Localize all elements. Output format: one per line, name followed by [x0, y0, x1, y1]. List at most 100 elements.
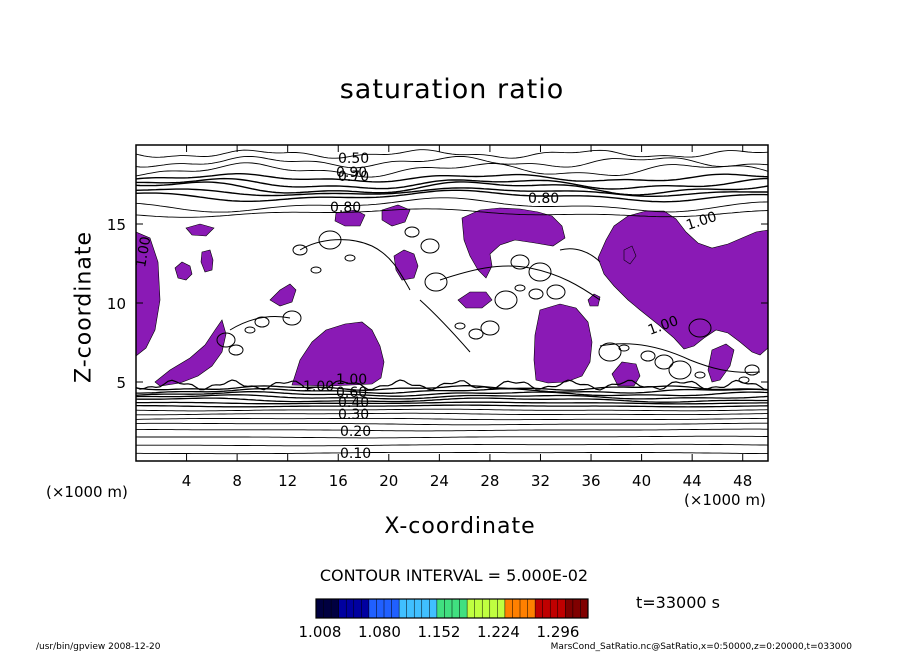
colorbar-cell-18: [452, 599, 460, 618]
colorbar-cell-12: [406, 599, 415, 618]
colorbar-cell-31: [550, 599, 559, 618]
contour-upper-9: [136, 208, 768, 218]
contour-cell-25: [292, 244, 308, 256]
footer-left: /usr/bin/gpview 2008-12-20: [36, 642, 161, 652]
x-tick-label-4: 20: [379, 472, 398, 490]
x-axis-label: X-coordinate: [384, 514, 536, 539]
contour-boundary: [136, 379, 768, 391]
saturated-region-2: [291, 321, 385, 387]
colorbar-cell-3: [338, 599, 347, 618]
colorbar-tick-label-1: 1.080: [358, 623, 401, 641]
colorbar-cell-5: [353, 599, 362, 618]
contour-cell-23: [528, 262, 552, 282]
saturated-region-8: [381, 204, 411, 227]
contour-upper-6: [136, 187, 768, 197]
saturated-region-0: [136, 231, 161, 357]
colorbar-cell-27: [520, 599, 528, 618]
contour-mid-3: [559, 248, 601, 263]
colorbar-cell-15: [429, 599, 438, 618]
colorbar-cell-33: [565, 599, 574, 618]
colorbar-cell-35: [580, 599, 589, 618]
saturated-region-14: [597, 210, 768, 356]
colorbar-cell-14: [421, 599, 430, 618]
contour-label-12: 0.30: [338, 407, 369, 423]
contour-cell-2: [282, 310, 302, 326]
contour-lower-10: [136, 422, 768, 426]
colorbar: 1.008 1.080 1.152 1.224 1.296: [299, 598, 589, 641]
contour-lower-7: [136, 408, 768, 412]
colorbar-tick-label-3: 1.224: [477, 623, 520, 641]
saturated-region-7: [334, 209, 366, 227]
colorbar-cell-17: [444, 599, 453, 618]
contour-upper-0: [136, 149, 768, 159]
contour-lower-9: [136, 417, 768, 421]
contour-cell-20: [344, 254, 356, 262]
contour-lower-3: [136, 394, 768, 400]
contour-cell-3: [424, 272, 448, 292]
colorbar-cell-21: [474, 599, 483, 618]
colorbar-cell-30: [542, 599, 551, 618]
colorbar-cell-20: [467, 599, 475, 618]
colorbar-cell-22: [482, 599, 491, 618]
x-tick-label-6: 28: [480, 472, 499, 490]
contour-mid-2: [229, 316, 291, 331]
contour-label-11: 0.40: [338, 395, 369, 411]
x-tick-label-3: 16: [329, 472, 348, 490]
colorbar-cell-19: [459, 599, 468, 618]
contour-label-9: 1.00: [336, 372, 367, 388]
colorbar-frame: [315, 598, 589, 619]
contour-label-8: 1.00: [303, 379, 334, 395]
contour-cell-10: [546, 284, 566, 300]
saturated-region-5: [185, 223, 215, 237]
x-unit-left: (×1000 m): [46, 483, 128, 501]
x-tick-label-10: 44: [683, 472, 702, 490]
x-tick-label-2: 12: [278, 472, 297, 490]
contour-label-10: 0.60: [336, 385, 367, 401]
colorbar-cell-24: [497, 599, 506, 618]
x-tick-label-11: 48: [733, 472, 752, 490]
contour-cell-1: [254, 316, 270, 328]
contour-cell-26: [510, 254, 530, 270]
colorbar-cell-2: [331, 599, 339, 618]
contour-mid-0: [299, 239, 411, 291]
contour-cell-24: [310, 266, 322, 274]
contour-cell-6: [480, 320, 500, 336]
contour-cell-16: [694, 371, 706, 379]
contour-cell-27: [688, 318, 712, 338]
contour-cell-11: [598, 342, 622, 362]
colorbar-cell-9: [384, 599, 392, 618]
x-axis-ticks: 4 8 12 16 20 24 28 32 36 40 44 48: [182, 145, 752, 490]
time-label: t=33000 s: [636, 593, 720, 612]
x-unit-right: (×1000 m): [684, 491, 766, 509]
saturated-region-17: [623, 245, 637, 265]
colorbar-cell-29: [535, 599, 543, 618]
colorbar-cell-4: [346, 599, 355, 618]
colorbar-cell-13: [414, 599, 423, 618]
contour-cell-5: [468, 328, 484, 340]
colorbar-tick-label-2: 1.152: [418, 623, 461, 641]
contour-label-14: 0.10: [340, 446, 371, 462]
contour-label-13: 0.20: [340, 424, 371, 440]
contour-label-4: 0.80: [528, 191, 559, 207]
saturated-region-3: [174, 261, 193, 281]
contour-mid-5: [599, 343, 761, 373]
contour-mid-4: [419, 299, 471, 353]
x-tick-label-7: 32: [531, 472, 550, 490]
contour-lower-14: [136, 451, 768, 455]
y-tick-label-0: 5: [116, 374, 126, 392]
contour-mid-1: [439, 265, 601, 301]
contour-cell-28: [738, 376, 750, 384]
saturated-region-1: [154, 319, 227, 387]
saturated-region-16: [707, 343, 735, 383]
contour-lower-5: [136, 401, 768, 405]
contour-upper-3: [136, 173, 768, 183]
colorbar-cell-32: [557, 599, 566, 618]
x-tick-label-0: 4: [182, 472, 192, 490]
contour-cell-4: [454, 322, 466, 330]
colorbar-cell-10: [391, 599, 400, 618]
contour-lower-0: [136, 385, 768, 391]
contour-label-0: 0.50: [338, 151, 369, 167]
x-tick-label-1: 8: [232, 472, 242, 490]
contour-upper-8: [136, 197, 768, 213]
